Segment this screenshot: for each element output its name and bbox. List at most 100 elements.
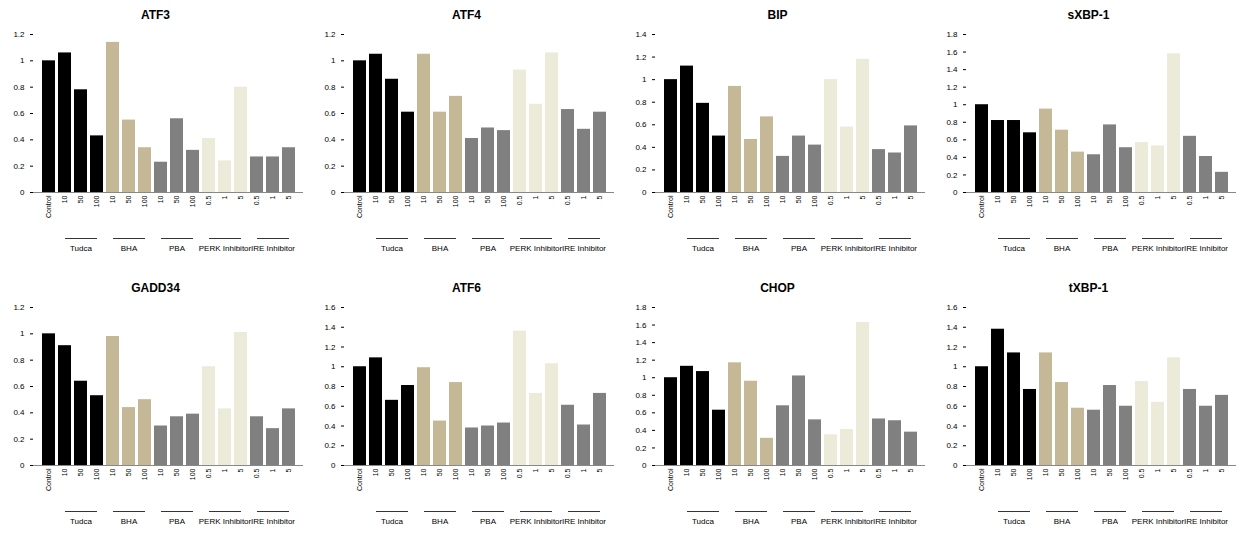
svg-text:BHA: BHA (742, 244, 759, 253)
svg-text:10: 10 (157, 195, 164, 203)
svg-text:5: 5 (1218, 468, 1225, 472)
svg-text:50: 50 (795, 468, 802, 476)
svg-text:10: 10 (779, 195, 786, 203)
svg-text:0.8: 0.8 (635, 391, 647, 400)
svg-text:0.8: 0.8 (324, 83, 336, 92)
svg-text:100: 100 (1074, 195, 1081, 207)
svg-text:1: 1 (532, 195, 539, 199)
svg-text:0.6: 0.6 (635, 120, 647, 129)
svg-text:PERK Inhibitor: PERK Inhibitor (820, 517, 873, 526)
svg-text:10: 10 (61, 195, 68, 203)
svg-text:1: 1 (642, 75, 647, 84)
svg-text:0.6: 0.6 (13, 382, 25, 391)
svg-text:0.8: 0.8 (635, 98, 647, 107)
svg-text:100: 100 (500, 195, 507, 207)
svg-text:Control: Control (356, 468, 363, 491)
svg-text:50: 50 (1106, 195, 1113, 203)
svg-text:0.2: 0.2 (946, 171, 958, 180)
svg-text:1.2: 1.2 (324, 30, 336, 39)
svg-text:0.8: 0.8 (946, 382, 958, 391)
svg-text:0.5: 0.5 (827, 195, 834, 205)
svg-text:0.8: 0.8 (324, 382, 336, 391)
svg-text:50: 50 (125, 468, 132, 476)
svg-text:50: 50 (699, 468, 706, 476)
svg-text:0.6: 0.6 (946, 402, 958, 411)
svg-text:100: 100 (141, 195, 148, 207)
svg-text:10: 10 (994, 195, 1001, 203)
svg-text:5: 5 (907, 195, 914, 199)
svg-text:0.5: 0.5 (827, 468, 834, 478)
svg-text:0.5: 0.5 (564, 195, 571, 205)
svg-text:10: 10 (1090, 468, 1097, 476)
svg-text:10: 10 (731, 468, 738, 476)
svg-text:0: 0 (642, 188, 647, 197)
svg-text:PBA: PBA (479, 517, 496, 526)
svg-text:1.4: 1.4 (324, 323, 336, 332)
svg-text:BHA: BHA (120, 517, 137, 526)
svg-text:1.4: 1.4 (946, 323, 958, 332)
svg-text:0.5: 0.5 (1138, 468, 1145, 478)
svg-text:0.5: 0.5 (1186, 195, 1193, 205)
svg-text:0.4: 0.4 (13, 408, 25, 417)
svg-text:0: 0 (20, 188, 25, 197)
svg-text:100: 100 (1074, 468, 1081, 480)
svg-text:0: 0 (331, 461, 336, 470)
svg-text:PBA: PBA (479, 244, 496, 253)
svg-text:10: 10 (1042, 468, 1049, 476)
svg-text:5: 5 (548, 195, 555, 199)
svg-text:Tudca: Tudca (692, 517, 714, 526)
svg-text:50: 50 (436, 468, 443, 476)
svg-text:10: 10 (61, 468, 68, 476)
svg-text:Tudca: Tudca (1003, 244, 1025, 253)
svg-text:BHA: BHA (431, 244, 448, 253)
svg-text:100: 100 (811, 468, 818, 480)
svg-text:1: 1 (1202, 468, 1209, 472)
svg-text:PERK Inhibitor: PERK Inhibitor (820, 244, 873, 253)
svg-text:Tudca: Tudca (70, 244, 92, 253)
svg-text:0.2: 0.2 (13, 435, 25, 444)
svg-text:1: 1 (331, 56, 336, 65)
svg-text:IRE Inhibitor: IRE Inhibitor (872, 517, 916, 526)
svg-text:50: 50 (1010, 468, 1017, 476)
svg-text:1: 1 (269, 468, 276, 472)
svg-text:PBA: PBA (1101, 244, 1118, 253)
svg-text:0.5: 0.5 (205, 195, 212, 205)
svg-text:100: 100 (715, 468, 722, 480)
svg-text:IRE Inhibitor: IRE Inhibitor (561, 244, 605, 253)
svg-text:10: 10 (468, 195, 475, 203)
svg-text:1: 1 (891, 195, 898, 199)
svg-text:Tudca: Tudca (692, 244, 714, 253)
svg-text:0.4: 0.4 (324, 422, 336, 431)
svg-text:PBA: PBA (168, 517, 185, 526)
svg-text:50: 50 (173, 195, 180, 203)
svg-text:Tudca: Tudca (381, 244, 403, 253)
svg-text:0.6: 0.6 (946, 135, 958, 144)
svg-text:1: 1 (953, 100, 958, 109)
svg-text:IRE Inhibitor: IRE Inhibitor (872, 244, 916, 253)
svg-text:PERK Inhibitor: PERK Inhibitor (198, 517, 251, 526)
svg-text:0.8: 0.8 (946, 118, 958, 127)
svg-text:5: 5 (907, 468, 914, 472)
svg-text:1.4: 1.4 (635, 338, 647, 347)
svg-text:50: 50 (77, 468, 84, 476)
svg-text:50: 50 (77, 195, 84, 203)
svg-text:0.5: 0.5 (516, 468, 523, 478)
svg-text:Control: Control (667, 468, 674, 491)
svg-text:50: 50 (1058, 195, 1065, 203)
svg-text:PERK Inhibitor: PERK Inhibitor (1131, 244, 1184, 253)
svg-text:0.2: 0.2 (635, 444, 647, 453)
svg-text:0.5: 0.5 (253, 195, 260, 205)
svg-text:0.2: 0.2 (324, 441, 336, 450)
svg-text:0.2: 0.2 (635, 165, 647, 174)
svg-text:100: 100 (93, 195, 100, 207)
svg-text:IRE Inhibitor: IRE Inhibitor (1183, 244, 1227, 253)
svg-text:5: 5 (596, 195, 603, 199)
svg-text:PERK Inhibitor: PERK Inhibitor (1131, 517, 1184, 526)
svg-text:PERK Inhibitor: PERK Inhibitor (509, 517, 562, 526)
svg-text:0.5: 0.5 (516, 195, 523, 205)
svg-text:100: 100 (715, 195, 722, 207)
svg-text:1.2: 1.2 (324, 343, 336, 352)
svg-text:50: 50 (1106, 468, 1113, 476)
svg-text:50: 50 (484, 468, 491, 476)
svg-text:BHA: BHA (742, 517, 759, 526)
